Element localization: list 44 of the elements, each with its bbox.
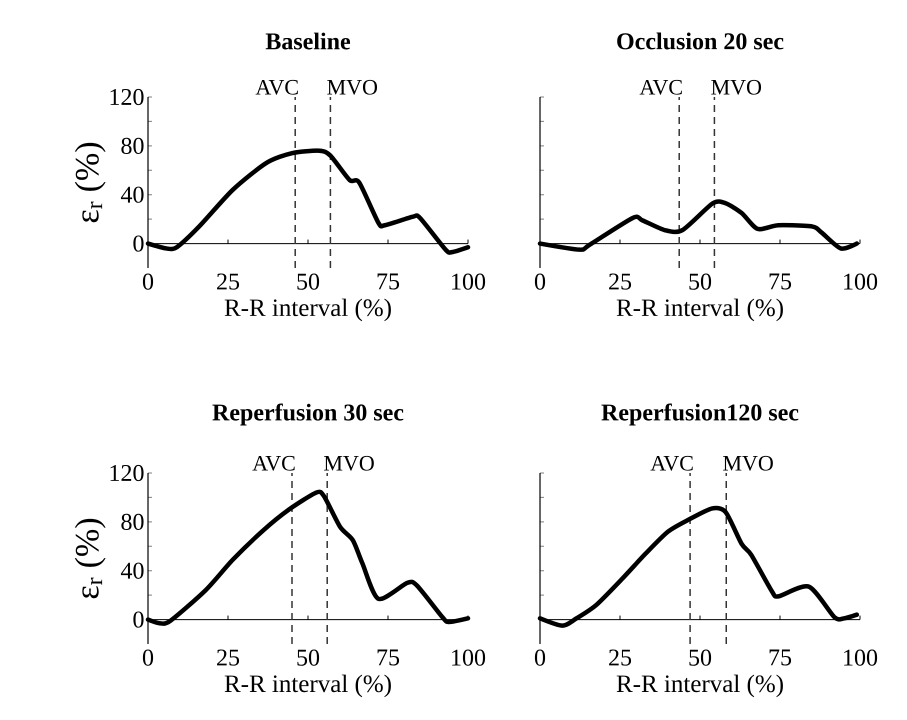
x-tick-label: 75 [770,650,792,666]
ref-line-label: AVC [640,80,682,95]
x-axis-title: R-R interval (%) [616,674,783,698]
y-tick-label: 80 [121,514,144,530]
x-tick-label: 75 [770,274,792,290]
y-tick-label: 120 [110,464,144,482]
x-tick-label: 50 [689,274,712,290]
x-tick-label: 100 [452,650,486,666]
x-tick-label: 100 [452,274,486,290]
ref-line-label: MVO [711,80,762,95]
x-tick-label: 0 [534,650,546,666]
ref-line-label: AVC [256,80,298,95]
ref-line-label: MVO [324,456,374,471]
x-tick-label: 75 [378,650,400,666]
y-axis-title: ε$_{r}$ (%) [74,518,106,598]
x-tick-label: 25 [217,274,240,290]
x-tick-label: 100 [844,274,878,290]
ref-line-label: AVC [650,456,693,471]
x-tick-label: 25 [609,274,632,290]
x-axis-title: R-R interval (%) [616,298,783,322]
y-tick-label: 40 [120,186,144,203]
x-axis-title: R-R interval (%) [224,298,391,322]
x-tick-label: 75 [378,274,400,290]
chart-title: Baseline [266,32,350,50]
x-tick-label: 25 [217,650,240,666]
x-tick-label: 25 [609,650,632,666]
y-tick-label: 0 [133,235,144,252]
y-axis-title: ε$_{r}$ (%) [74,142,106,222]
y-tick-label: 0 [133,611,144,628]
x-axis-title: R-R interval (%) [224,674,391,698]
ref-line-label: MVO [327,80,378,95]
x-tick-label: 50 [297,650,320,666]
y-tick-label: 80 [121,138,144,154]
chart-title: Occlusion 20 sec [617,32,784,50]
chart-title: Reperfusion120 sec [601,403,798,426]
x-tick-label: 100 [844,650,878,666]
y-tick-label: 120 [110,88,144,106]
ref-line-label: MVO [723,456,773,471]
ref-line-label: AVC [252,456,295,471]
chart-title: Reperfusion 30 sec [212,403,404,426]
y-tick-label: 40 [120,562,144,579]
x-tick-label: 50 [689,650,712,666]
x-tick-label: 0 [534,274,546,290]
x-tick-label: 50 [297,274,320,290]
